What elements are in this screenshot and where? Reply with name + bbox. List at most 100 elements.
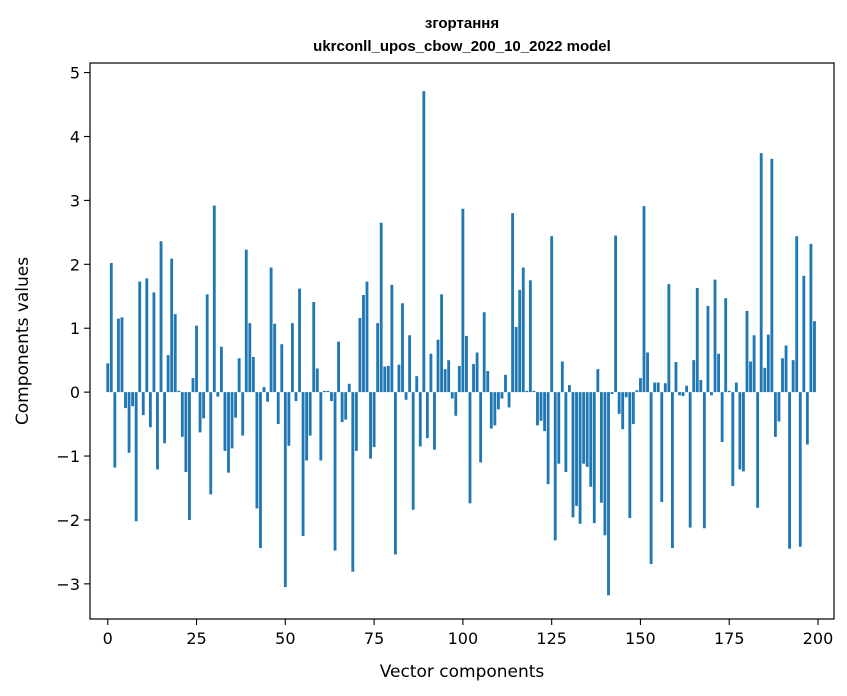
- bar-158: [667, 284, 671, 393]
- bar-20: [177, 390, 181, 393]
- y-tick-label: 4: [70, 127, 80, 146]
- bar-2: [113, 392, 117, 468]
- bar-60: [319, 392, 323, 461]
- bar-99: [457, 365, 461, 393]
- bar-114: [511, 213, 515, 393]
- bar-122: [539, 392, 543, 421]
- bar-6: [127, 392, 131, 453]
- bar-110: [496, 392, 500, 410]
- bar-26: [198, 392, 202, 433]
- bar-16: [163, 392, 166, 444]
- bar-108: [489, 392, 493, 429]
- bar-182: [752, 335, 756, 393]
- bar-147: [628, 392, 632, 519]
- bar-27: [202, 392, 206, 419]
- bar-178: [738, 392, 742, 470]
- bar-109: [493, 392, 497, 426]
- chart-subtitle: ukrconll_upos_cbow_200_10_2022 model: [313, 38, 611, 55]
- bar-5: [124, 392, 127, 409]
- bar-91: [429, 353, 433, 393]
- bar-132: [575, 392, 578, 506]
- bar-74: [369, 392, 372, 459]
- bar-170: [710, 392, 713, 396]
- bar-171: [713, 279, 717, 393]
- plot-frame: [89, 62, 835, 620]
- bar-179: [742, 392, 745, 472]
- bar-42: [255, 392, 259, 509]
- bar-149: [635, 390, 639, 393]
- bar-1: [109, 263, 113, 393]
- bar-92: [433, 392, 436, 450]
- bar-106: [482, 312, 486, 393]
- bar-167: [699, 379, 703, 393]
- bar-186: [766, 334, 770, 393]
- bar-24: [191, 378, 195, 393]
- bar-82: [397, 364, 401, 393]
- bar-164: [688, 392, 692, 528]
- bar-30: [212, 205, 216, 393]
- bar-87: [415, 376, 419, 393]
- bar-173: [720, 392, 724, 442]
- bar-98: [454, 392, 458, 416]
- bar-161: [678, 392, 681, 396]
- y-tick-label: −2: [56, 511, 80, 530]
- bar-154: [653, 382, 657, 393]
- bar-102: [468, 392, 472, 504]
- bar-19: [173, 314, 177, 393]
- bar-115: [514, 326, 518, 393]
- bar-44: [262, 387, 266, 393]
- bar-93: [436, 339, 440, 393]
- bar-148: [631, 392, 635, 425]
- bar-111: [500, 392, 504, 399]
- bar-28: [205, 294, 209, 393]
- bar-50: [283, 392, 287, 588]
- bar-95: [443, 369, 447, 393]
- ticks-layer: 0 25 50 75 100 125 150 175 200 −3 −2 −1 0 1 2 3 4 5: [56, 64, 833, 648]
- bar-62: [326, 390, 330, 393]
- bar-142: [610, 392, 614, 395]
- bar-9: [138, 281, 142, 393]
- bar-191: [784, 345, 788, 393]
- bar-47: [273, 323, 277, 393]
- bar-155: [656, 382, 660, 393]
- y-tick-label: −3: [56, 575, 80, 594]
- bar-45: [266, 392, 269, 402]
- bar-7: [131, 392, 135, 407]
- bar-163: [685, 385, 689, 393]
- bar-189: [777, 392, 781, 422]
- bar-145: [621, 392, 625, 430]
- bar-138: [596, 369, 600, 393]
- y-tick-label: 2: [70, 255, 80, 274]
- x-tick-label: 100: [448, 629, 479, 648]
- bar-11: [145, 278, 149, 393]
- bar-51: [287, 392, 291, 446]
- bar-100: [461, 208, 465, 393]
- bar-118: [525, 390, 529, 393]
- bar-124: [546, 392, 550, 485]
- bar-195: [798, 392, 802, 547]
- bar-90: [425, 392, 429, 439]
- bar-128: [560, 361, 564, 393]
- bar-199: [813, 321, 816, 393]
- y-tick-label: −1: [56, 447, 80, 466]
- y-tick-label: 0: [70, 383, 80, 402]
- bar-86: [411, 392, 415, 510]
- bar-120: [532, 390, 536, 393]
- bar-88: [418, 392, 422, 447]
- bar-143: [614, 235, 618, 393]
- bar-121: [536, 392, 539, 426]
- bar-0: [106, 363, 110, 393]
- bar-151: [642, 206, 646, 393]
- bar-54: [298, 288, 301, 393]
- bar-85: [408, 335, 412, 393]
- bar-180: [745, 310, 749, 393]
- bar-157: [663, 383, 667, 393]
- x-tick-label: 200: [803, 629, 834, 648]
- bar-126: [553, 392, 557, 541]
- bar-112: [504, 374, 507, 393]
- bar-141: [607, 392, 610, 596]
- bar-36: [234, 392, 238, 418]
- bar-140: [603, 392, 607, 536]
- bar-194: [795, 236, 799, 393]
